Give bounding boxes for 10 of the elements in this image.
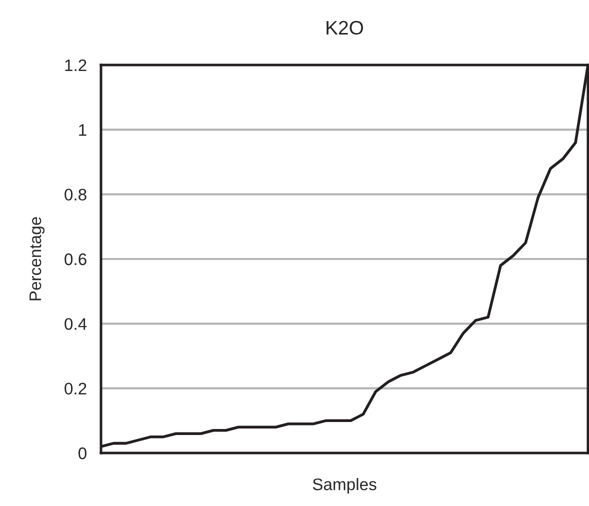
y-tick-label: 1 xyxy=(79,124,86,136)
y-tick-label: 0.8 xyxy=(64,188,86,201)
chart-title: K2O xyxy=(326,20,364,35)
y-tick-label: 1.2 xyxy=(65,59,86,72)
y-axis-title: Percentage xyxy=(30,217,44,300)
x-axis-title: Samples xyxy=(312,478,376,494)
y-tick-label: 0.2 xyxy=(64,382,86,395)
y-tick-label: 0 xyxy=(78,447,86,460)
y-tick-label: 0.4 xyxy=(64,318,87,330)
y-tick-label: 0.6 xyxy=(64,253,86,266)
